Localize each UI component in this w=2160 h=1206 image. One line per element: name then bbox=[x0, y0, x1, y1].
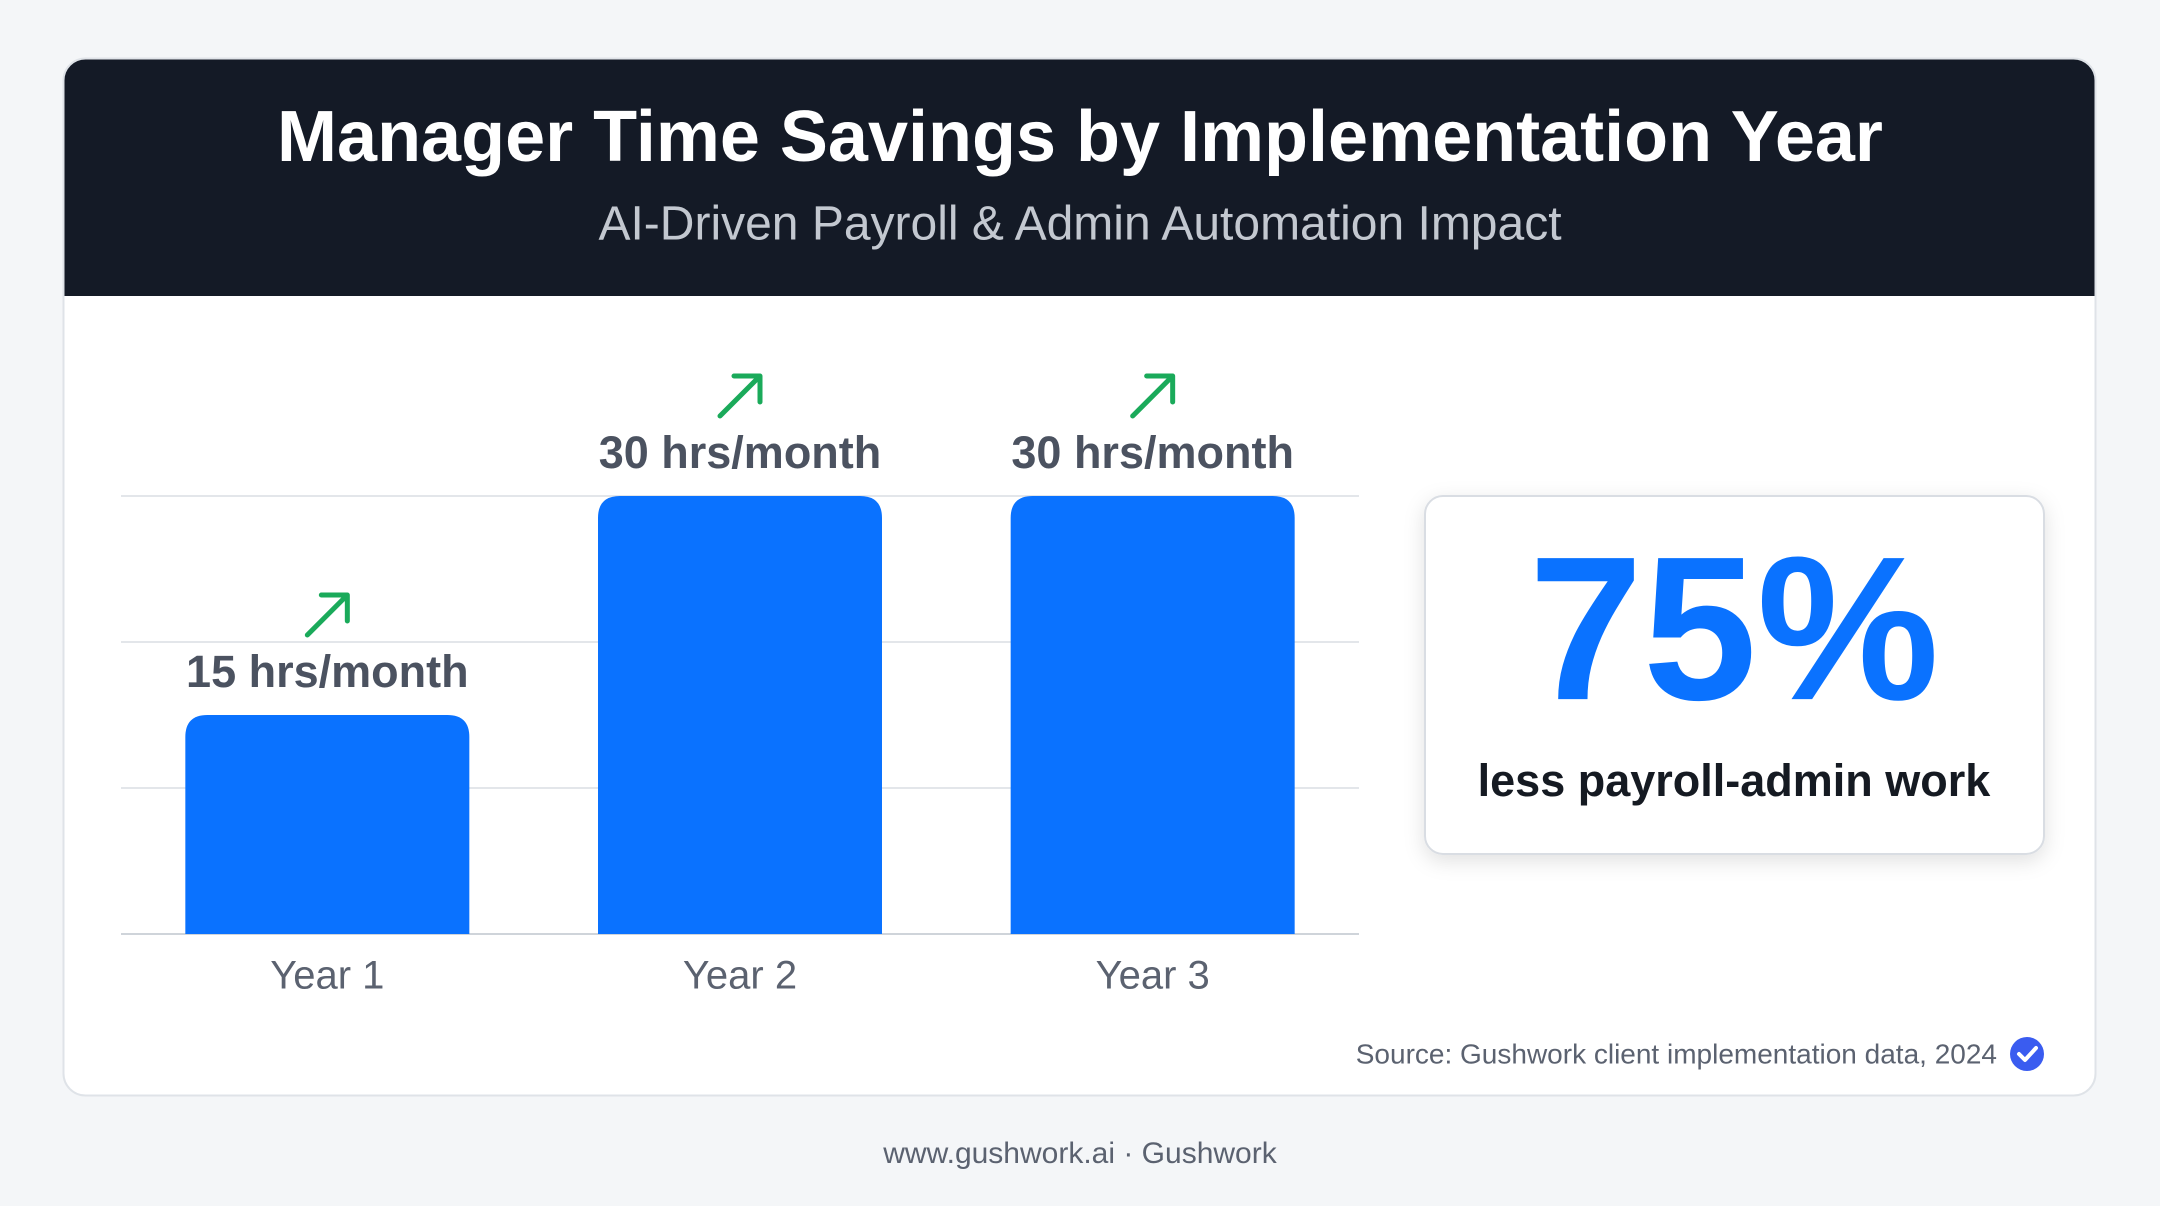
x-tick-label: Year 1 bbox=[270, 954, 384, 998]
footer: www.gushwork.ai · Gushwork bbox=[882, 1137, 1277, 1170]
verified-check bbox=[2017, 1046, 2038, 1062]
callout-value: 75% bbox=[1529, 514, 1939, 743]
x-tick-label: Year 2 bbox=[683, 954, 797, 998]
source: Source: Gushwork client implementation d… bbox=[1356, 1038, 1997, 1069]
callout-box bbox=[1424, 495, 2045, 855]
verified-icon bbox=[2010, 1037, 2044, 1071]
bar bbox=[185, 715, 470, 934]
x-tick-label: Year 3 bbox=[1096, 954, 1210, 998]
card-border bbox=[62, 57, 2097, 1097]
value-label: 30 hrs/month bbox=[599, 427, 882, 478]
chart-title: Manager Time Savings by Implementation Y… bbox=[277, 97, 1883, 177]
plot: Year 1 15 hrs/month Year 2 30 hrs/month Year… bbox=[121, 373, 1359, 998]
trend-arrow bbox=[304, 592, 350, 638]
value-label: 15 hrs/month bbox=[186, 646, 469, 697]
trend-arrow bbox=[717, 373, 763, 419]
callout-text: less payroll-admin work bbox=[1478, 755, 1992, 806]
value-label: 30 hrs/month bbox=[1011, 427, 1294, 478]
bar bbox=[598, 496, 882, 934]
bar bbox=[1010, 496, 1295, 934]
trend-arrow bbox=[1130, 373, 1176, 419]
chart-subtitle: AI-Driven Payroll & Admin Automation Imp… bbox=[598, 198, 1561, 251]
header-band bbox=[63, 58, 2096, 296]
